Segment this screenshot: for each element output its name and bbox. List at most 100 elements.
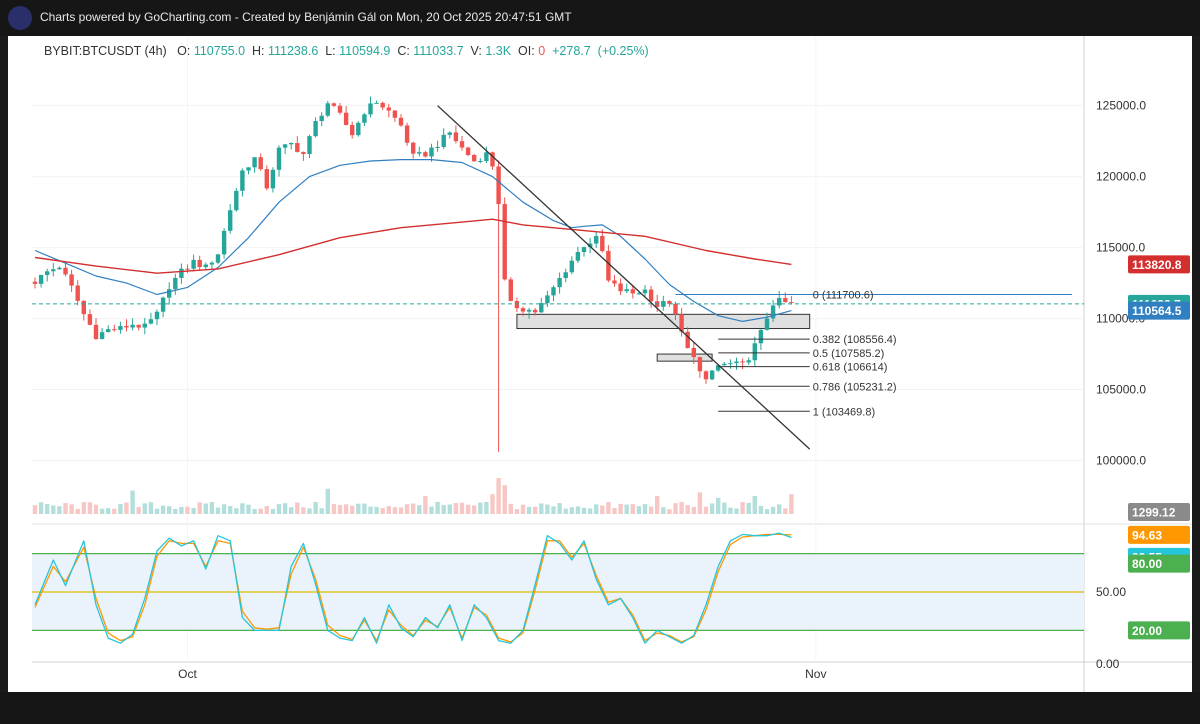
volume-bar: [630, 504, 635, 514]
volume-bar: [118, 504, 123, 514]
volume-bar: [112, 508, 117, 514]
volume-bar: [179, 507, 184, 514]
stoch-badge: 94.63: [1132, 528, 1162, 542]
candle-body: [496, 166, 501, 205]
candle-body: [575, 252, 581, 261]
open-value: 110755.0: [193, 44, 246, 58]
volume-bar: [764, 509, 770, 514]
volume-bar: [167, 506, 172, 514]
volume-bar: [258, 508, 263, 514]
price-tick-label: 125000.0: [1096, 99, 1146, 113]
volume-badge-bg: [1128, 503, 1190, 521]
volume-bar: [545, 504, 550, 514]
volume-bar: [160, 505, 166, 514]
candle-body: [435, 146, 440, 148]
candle-body: [447, 132, 452, 135]
change-percent: (+0.25%): [597, 44, 649, 58]
candle-body: [612, 280, 617, 284]
volume-bar: [38, 502, 44, 514]
volume-bar: [99, 508, 105, 514]
volume-bar: [32, 505, 38, 514]
candle-body: [465, 147, 471, 156]
candle-body: [374, 102, 379, 104]
volume-bar: [526, 506, 532, 514]
volume-bar: [398, 507, 404, 514]
volume-bar: [667, 509, 672, 514]
volume-bar: [246, 504, 251, 514]
volume-bar: [447, 504, 452, 514]
candle-body: [722, 363, 727, 366]
volume-bar: [703, 506, 709, 514]
candle-body: [179, 268, 184, 278]
volume-bar: [612, 507, 617, 514]
volume-bar: [307, 508, 312, 514]
candle-body: [630, 289, 635, 294]
candle-body: [667, 300, 672, 304]
volume-bar: [661, 507, 666, 514]
candle-body: [691, 347, 696, 358]
volume-bar: [740, 502, 745, 514]
volume-bar: [600, 505, 605, 514]
volume-bar: [783, 508, 788, 514]
candle-body: [533, 309, 538, 313]
volume-bar: [87, 502, 93, 514]
candle-body: [264, 169, 269, 189]
volume-bar: [758, 505, 764, 514]
volume-bar: [594, 504, 599, 514]
candle-body: [545, 295, 550, 304]
candle-body: [106, 329, 111, 333]
stoch-badge-bg: [1128, 621, 1190, 640]
time-tick-label: Oct: [178, 667, 197, 681]
candle-body: [716, 365, 721, 371]
candle-body: [789, 302, 794, 304]
candle-body: [783, 298, 788, 303]
candle-body: [508, 279, 513, 301]
volume-bar: [301, 507, 306, 514]
volume-bar: [368, 506, 373, 514]
candle-body: [118, 326, 123, 330]
candle-body: [392, 110, 398, 118]
candle-body: [472, 155, 477, 162]
candle-body: [282, 144, 288, 148]
volume-bar: [337, 504, 343, 514]
candle-body: [514, 300, 520, 309]
volume-bar: [606, 502, 611, 514]
volume-bar: [191, 507, 196, 514]
volume-bar: [411, 503, 416, 514]
candle-body: [356, 122, 361, 136]
volume-bar: [789, 494, 794, 514]
price-chart[interactable]: 100000.0105000.0110000.0115000.0120000.0…: [8, 36, 1192, 692]
candle-body: [295, 143, 300, 152]
price-badge-bg: [1128, 255, 1190, 274]
candle-body: [618, 283, 623, 292]
volume-bar: [270, 508, 276, 514]
candle-body: [228, 210, 233, 231]
candle-body: [624, 289, 629, 292]
candle-body: [240, 170, 245, 191]
candle-body: [148, 319, 154, 324]
candle-body: [93, 324, 99, 340]
volume-bar: [508, 503, 513, 514]
volume-bar: [496, 478, 501, 514]
candle-body: [594, 236, 599, 244]
candle-body: [697, 357, 703, 372]
candle-body: [350, 124, 355, 136]
volume-bar: [148, 502, 154, 514]
volume-bar: [264, 506, 269, 514]
candle-body: [770, 305, 776, 319]
volume-bar: [679, 501, 684, 514]
volume-bar: [648, 506, 654, 514]
stoch-tick-label: 50.00: [1096, 585, 1126, 599]
candle-body: [636, 293, 642, 295]
stoch-k-line: [34, 532, 792, 644]
candle-body: [234, 190, 239, 211]
low-value: 110594.9: [339, 44, 391, 58]
volume-bar: [533, 506, 538, 514]
volume-bar: [435, 501, 440, 514]
volume-bar: [69, 504, 74, 514]
volume-bar: [81, 502, 86, 514]
volume-bar: [441, 505, 446, 514]
candle-body: [87, 314, 93, 325]
price-tick-label: 120000.0: [1096, 170, 1146, 184]
volume-bar: [539, 503, 544, 514]
